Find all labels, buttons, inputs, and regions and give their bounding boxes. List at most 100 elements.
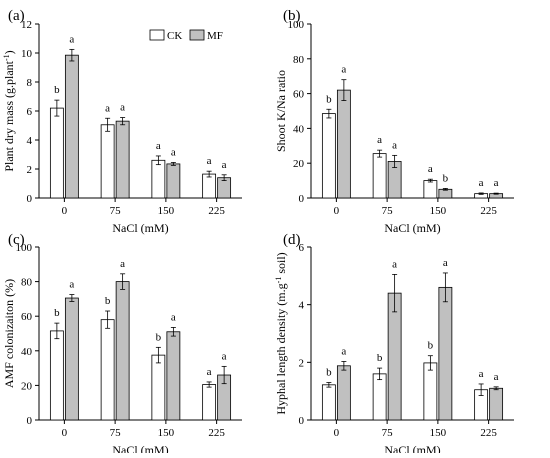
significance-label: a xyxy=(207,366,212,378)
bar xyxy=(64,54,79,199)
bar xyxy=(336,365,351,421)
x-tick-label: 225 xyxy=(480,205,497,217)
bar xyxy=(423,362,438,421)
x-tick-label: 150 xyxy=(430,427,447,439)
y-tick-label: 0 xyxy=(299,193,305,205)
significance-label: a xyxy=(443,257,448,269)
y-tick-label: 60 xyxy=(293,89,305,101)
x-tick-label: 0 xyxy=(62,427,68,439)
y-tick-label: 20 xyxy=(21,380,33,392)
significance-label: a xyxy=(156,140,161,152)
x-tick-label: 75 xyxy=(382,427,394,439)
y-tick-label: 60 xyxy=(21,311,33,323)
y-tick-label: 80 xyxy=(21,277,33,289)
chart-panel: (c) 0 20 40 60 80 100 0 75 150 225 NaCl (mM) AMF col… xyxy=(2,232,242,457)
chart-panel: (d) 0 2 4 6 0 75 150 225 NaCl (mM) Hyphal length d… xyxy=(274,232,514,457)
bar xyxy=(321,384,336,421)
legend-label: CK xyxy=(167,30,182,42)
significance-label: a xyxy=(479,177,484,189)
bar xyxy=(372,153,387,199)
y-tick-label: 2 xyxy=(299,357,305,369)
significance-label: a xyxy=(207,155,212,167)
panel-label: (c) xyxy=(8,232,25,248)
legend: CK MF xyxy=(149,29,223,42)
x-tick-label: 150 xyxy=(430,205,447,217)
significance-label: b xyxy=(326,367,332,379)
bar xyxy=(100,124,115,199)
y-axis-label: Shoot K/Na ratio xyxy=(274,70,288,152)
significance-label: a xyxy=(222,159,227,171)
significance-label: b xyxy=(54,307,60,319)
bar xyxy=(438,188,453,199)
significance-label: a xyxy=(341,64,346,76)
significance-label: a xyxy=(222,350,227,362)
bar xyxy=(336,89,351,199)
significance-label: b xyxy=(377,352,383,364)
y-tick-label: 0 xyxy=(27,193,33,205)
x-tick-label: 225 xyxy=(208,427,225,439)
significance-label: a xyxy=(120,258,125,270)
significance-label: b xyxy=(443,172,449,184)
bar xyxy=(489,387,504,421)
significance-label: b xyxy=(54,84,60,96)
chart-panel: (b) 0 20 40 60 80 100 0 75 150 225 NaCl (mM) Shoot K… xyxy=(274,8,514,235)
significance-label: a xyxy=(479,368,484,380)
bar xyxy=(115,281,130,421)
y-tick-label: 4 xyxy=(27,135,33,147)
bar xyxy=(49,107,64,199)
significance-label: a xyxy=(494,371,499,383)
bar xyxy=(372,373,387,421)
significance-label: a xyxy=(171,146,176,158)
bar xyxy=(321,113,336,199)
significance-label: b xyxy=(428,340,434,352)
bar xyxy=(166,163,181,199)
y-tick-label: 10 xyxy=(21,48,33,60)
y-axis-label: Plant dry mass (g.plant-1) xyxy=(2,50,17,171)
bar xyxy=(100,319,115,421)
x-axis-label: NaCl (mM) xyxy=(112,443,168,453)
y-tick-label: 100 xyxy=(288,19,305,31)
bar xyxy=(115,120,130,199)
y-tick-label: 6 xyxy=(27,106,33,118)
bar xyxy=(202,384,217,421)
significance-label: a xyxy=(392,258,397,270)
significance-label: a xyxy=(120,102,125,114)
y-tick-label: 80 xyxy=(293,54,305,66)
bar xyxy=(438,286,453,421)
y-tick-label: 40 xyxy=(293,123,305,135)
bar xyxy=(202,173,217,199)
significance-label: a xyxy=(171,311,176,323)
x-tick-label: 150 xyxy=(158,205,175,217)
bar xyxy=(151,159,166,199)
y-axis-label: Hyphal length density (m.g-1 soil) xyxy=(274,252,289,414)
legend-label: MF xyxy=(207,30,223,42)
y-tick-label: 0 xyxy=(27,415,33,427)
bar xyxy=(64,297,79,421)
y-axis-label: AMF colonizaiton (%) xyxy=(2,279,16,388)
y-tick-label: 2 xyxy=(27,164,33,176)
y-tick-label: 4 xyxy=(299,300,305,312)
significance-label: b xyxy=(156,331,162,343)
significance-label: a xyxy=(392,139,397,151)
y-tick-label: 40 xyxy=(21,346,33,358)
x-axis-label: NaCl (mM) xyxy=(384,443,440,453)
y-tick-label: 100 xyxy=(16,242,33,254)
significance-label: a xyxy=(494,177,499,189)
x-tick-label: 225 xyxy=(480,427,497,439)
x-tick-label: 150 xyxy=(158,427,175,439)
y-tick-label: 20 xyxy=(293,158,305,170)
significance-label: a xyxy=(69,33,74,45)
legend-swatch xyxy=(189,29,205,41)
significance-label: a xyxy=(341,345,346,357)
legend-swatch xyxy=(149,29,165,41)
y-tick-label: 8 xyxy=(27,77,33,89)
x-axis-label: NaCl (mM) xyxy=(112,221,168,235)
bar xyxy=(166,331,181,421)
significance-label: b xyxy=(326,93,332,105)
x-axis-label: NaCl (mM) xyxy=(384,221,440,235)
bar xyxy=(49,330,64,421)
significance-label: a xyxy=(428,163,433,175)
x-tick-label: 0 xyxy=(334,205,340,217)
panel-label: (a) xyxy=(8,8,25,24)
